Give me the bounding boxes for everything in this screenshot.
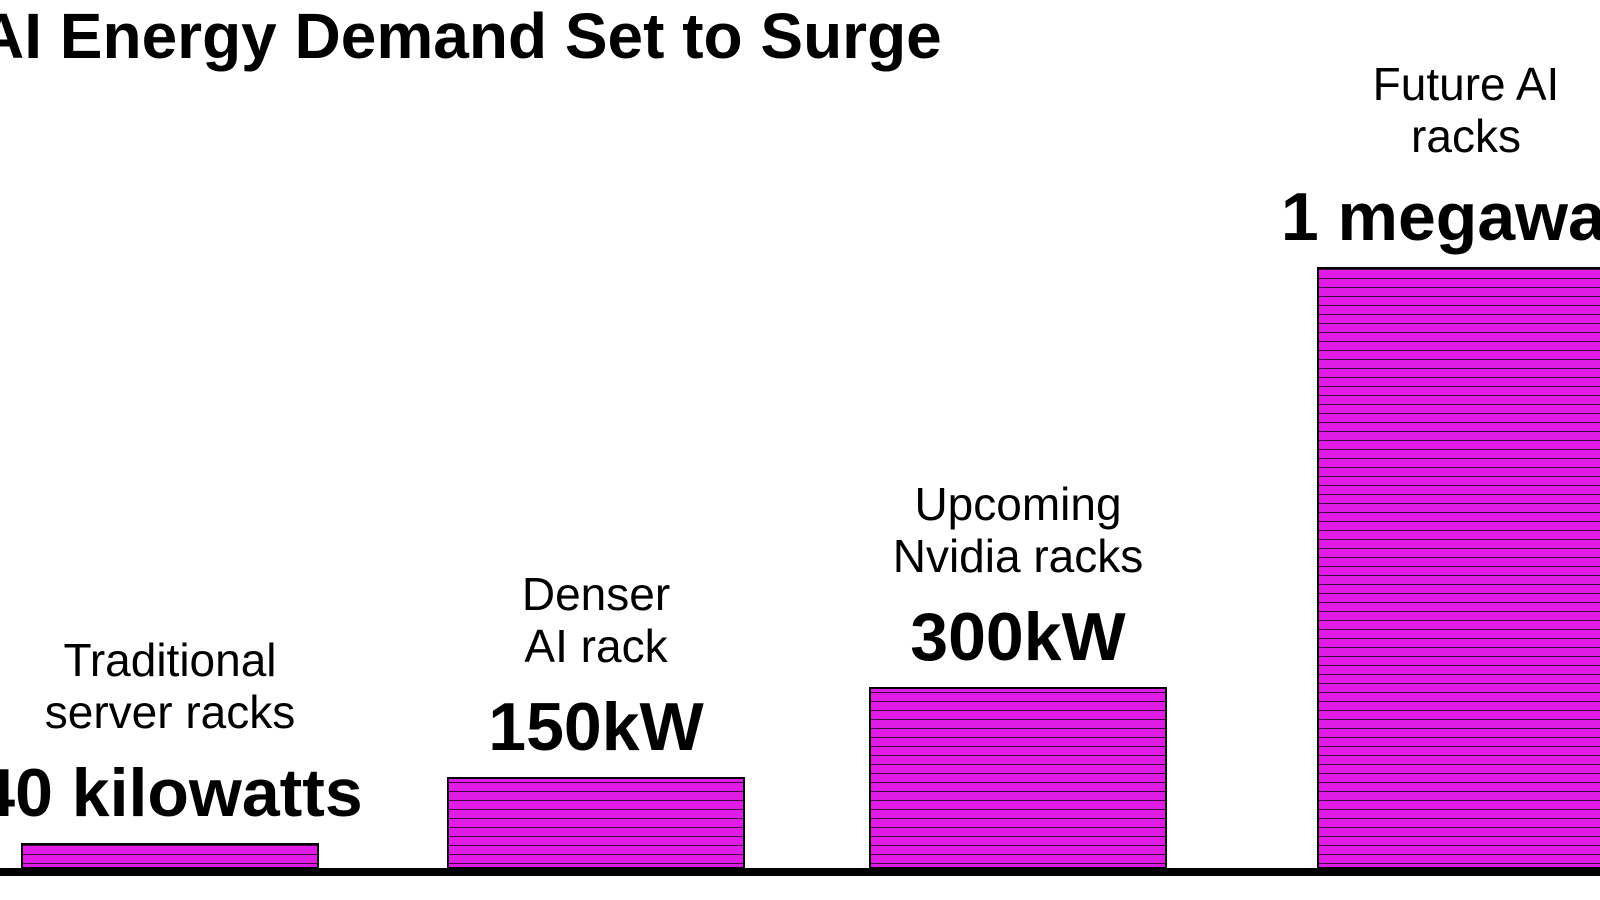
bar-4 <box>1317 267 1600 869</box>
bars-group <box>21 267 1600 869</box>
data-label-4: 1 megawatt <box>1281 179 1600 255</box>
data-label-3: 300kW <box>910 599 1126 675</box>
data-label-2: 150kW <box>488 689 704 765</box>
chart-title: AI Energy Demand Set to Surge <box>0 0 942 72</box>
category-label-2-line-2: AI rack <box>524 620 668 672</box>
category-label-4-line-1: Future AI <box>1373 58 1560 110</box>
category-label-3-line-1: Upcoming <box>914 478 1121 530</box>
category-label-3-line-2: Nvidia racks <box>893 530 1144 582</box>
category-label-4-line-2: racks <box>1411 110 1521 162</box>
data-label-1: 40 kilowatts <box>0 755 363 831</box>
category-label-1-line-2: server racks <box>45 686 295 738</box>
x-axis-baseline <box>0 868 1600 876</box>
bar-3 <box>869 687 1167 869</box>
category-label-1-line-1: Traditional <box>63 634 276 686</box>
bar-2 <box>447 777 745 869</box>
bar-1 <box>21 843 319 869</box>
category-label-2-line-1: Denser <box>522 568 670 620</box>
